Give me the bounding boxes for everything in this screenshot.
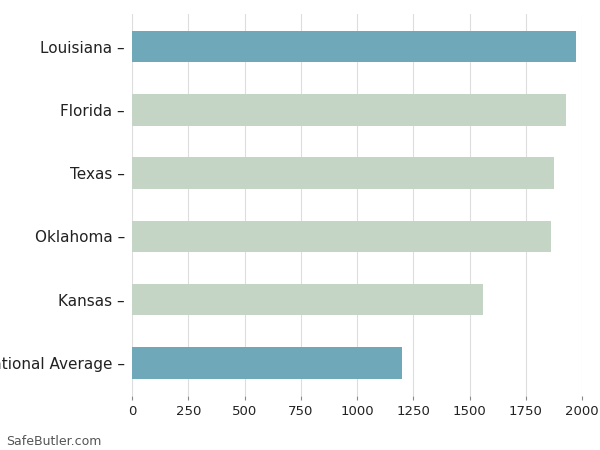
Bar (132, 31, 577, 63)
Bar (132, 347, 402, 378)
Bar (132, 220, 551, 252)
Bar (132, 284, 483, 315)
Bar (132, 158, 554, 189)
Bar (132, 94, 566, 126)
Text: SafeButler.com: SafeButler.com (6, 435, 101, 448)
